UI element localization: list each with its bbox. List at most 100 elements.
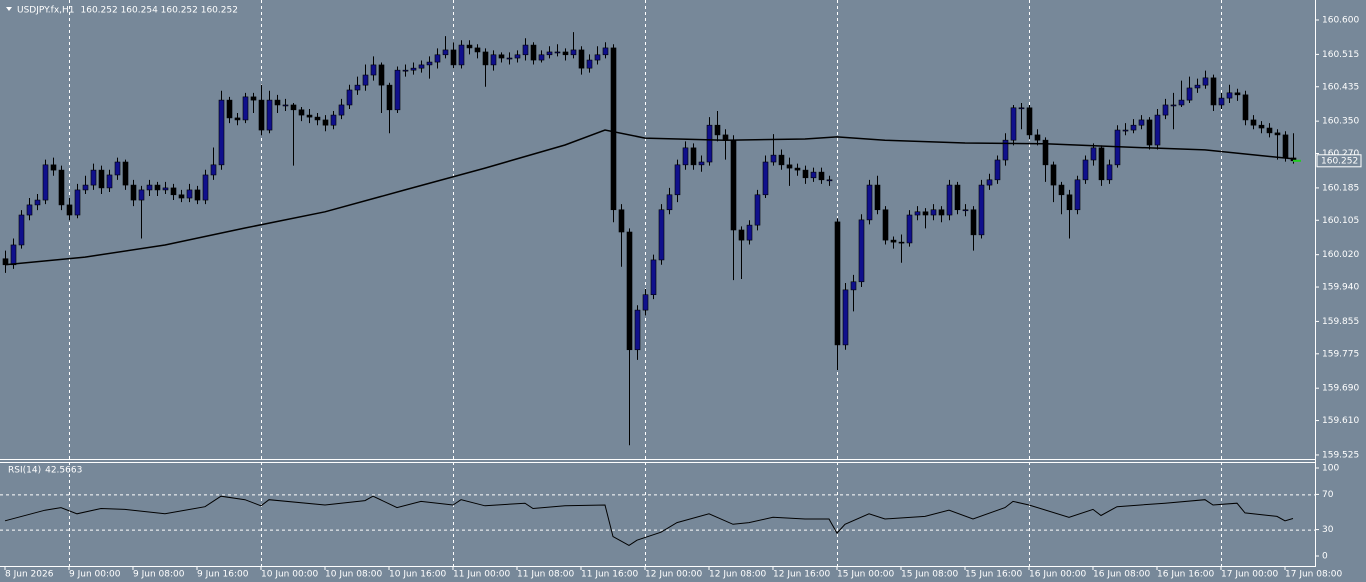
y-tick-label: 160.105 bbox=[1322, 216, 1359, 226]
y-tick-label: 159.610 bbox=[1322, 416, 1359, 426]
candle-body bbox=[1186, 87, 1193, 101]
candle-body bbox=[986, 179, 993, 186]
candle-body bbox=[210, 164, 217, 176]
candle-body bbox=[1234, 92, 1241, 96]
y-tick-label: 159.775 bbox=[1322, 349, 1359, 359]
y-tick-label: 30 bbox=[1322, 525, 1334, 535]
candle-body bbox=[546, 51, 553, 56]
candle-body bbox=[626, 231, 633, 351]
chart-title: USDJPY.fx,H1 bbox=[17, 6, 75, 16]
candle-body bbox=[850, 281, 857, 291]
candle-body bbox=[570, 49, 577, 56]
candle-body bbox=[858, 219, 865, 283]
candle-body bbox=[738, 229, 745, 241]
candle-body bbox=[882, 209, 889, 241]
candle-body bbox=[314, 116, 321, 121]
candle-body bbox=[282, 104, 289, 107]
candle-body bbox=[394, 69, 401, 111]
candle-body bbox=[1122, 129, 1129, 132]
candle-body bbox=[58, 169, 65, 206]
candle-body bbox=[162, 187, 169, 191]
candle-body bbox=[1210, 77, 1217, 106]
candle-body bbox=[274, 99, 281, 106]
candle-body bbox=[266, 99, 273, 131]
candle-body bbox=[474, 47, 481, 53]
candle-body bbox=[386, 84, 393, 111]
x-tick-label: 9 Jun 08:00 bbox=[133, 570, 185, 580]
candle-body bbox=[50, 164, 57, 171]
candle-body bbox=[762, 161, 769, 196]
candle-body bbox=[1138, 119, 1145, 126]
candle-body bbox=[1066, 194, 1073, 211]
candle-body bbox=[146, 184, 153, 191]
x-tick-label: 11 Jun 08:00 bbox=[517, 570, 574, 580]
candle-body bbox=[618, 209, 625, 233]
candle-body bbox=[418, 64, 425, 69]
candle-body bbox=[106, 174, 113, 189]
candle-body bbox=[18, 214, 25, 246]
candle-body bbox=[554, 51, 561, 54]
candle-body bbox=[930, 209, 937, 216]
candle-body bbox=[1194, 84, 1201, 89]
candle-body bbox=[978, 184, 985, 236]
candle-body bbox=[698, 161, 705, 166]
x-tick-label: 8 Jun 2026 bbox=[5, 570, 54, 580]
x-tick-label: 15 Jun 16:00 bbox=[965, 570, 1022, 580]
candle-body bbox=[154, 184, 161, 191]
candle-body bbox=[1090, 147, 1097, 161]
candle-body bbox=[610, 47, 617, 211]
candle-body bbox=[970, 209, 977, 236]
candle-body bbox=[962, 209, 969, 212]
candle-body bbox=[242, 96, 249, 121]
candle-body bbox=[642, 294, 649, 311]
candle-body bbox=[914, 211, 921, 216]
x-tick-label: 9 Jun 00:00 bbox=[69, 570, 121, 580]
candle-body bbox=[202, 174, 209, 201]
candle-body bbox=[834, 221, 841, 346]
candle-body bbox=[1218, 97, 1225, 106]
candle-body bbox=[826, 179, 833, 182]
candle-body bbox=[666, 194, 673, 211]
candle-body bbox=[842, 289, 849, 346]
candle-body bbox=[1130, 124, 1137, 131]
candle-body bbox=[138, 189, 145, 201]
candle-body bbox=[954, 184, 961, 211]
candle-body bbox=[170, 187, 177, 196]
candle-body bbox=[234, 117, 241, 121]
candle-body bbox=[338, 104, 345, 116]
candle-body bbox=[226, 99, 233, 119]
candle-body bbox=[658, 209, 665, 261]
candle-body bbox=[938, 209, 945, 216]
candle-body bbox=[818, 171, 825, 181]
candle-body bbox=[586, 59, 593, 69]
candle-body bbox=[1250, 119, 1257, 126]
candle-body bbox=[578, 49, 585, 69]
candle-body bbox=[874, 184, 881, 211]
candle-body bbox=[98, 169, 105, 189]
x-tick-label: 11 Jun 00:00 bbox=[453, 570, 510, 580]
candle-body bbox=[730, 139, 737, 231]
candle-body bbox=[490, 54, 497, 66]
x-tick-label: 10 Jun 08:00 bbox=[325, 570, 382, 580]
candle-body bbox=[186, 189, 193, 199]
x-tick-label: 17 Jun 00:00 bbox=[1221, 570, 1278, 580]
candle-body bbox=[946, 184, 953, 216]
current-price-label: 160.252 bbox=[1321, 156, 1358, 166]
candle-body bbox=[114, 161, 121, 176]
x-tick-label: 12 Jun 16:00 bbox=[773, 570, 830, 580]
candle-body bbox=[922, 211, 929, 216]
candle-body bbox=[322, 119, 329, 126]
y-tick-label: 159.940 bbox=[1322, 283, 1359, 293]
indicator-value: 42.5663 bbox=[45, 466, 82, 476]
candle-body bbox=[194, 189, 201, 201]
x-tick-label: 9 Jun 16:00 bbox=[197, 570, 249, 580]
candle-body bbox=[746, 224, 753, 241]
candle-body bbox=[442, 49, 449, 56]
candle-body bbox=[890, 239, 897, 243]
candle-body bbox=[34, 199, 41, 206]
candle-body bbox=[90, 169, 97, 186]
y-tick-label: 70 bbox=[1322, 490, 1334, 500]
candle-body bbox=[458, 44, 465, 66]
